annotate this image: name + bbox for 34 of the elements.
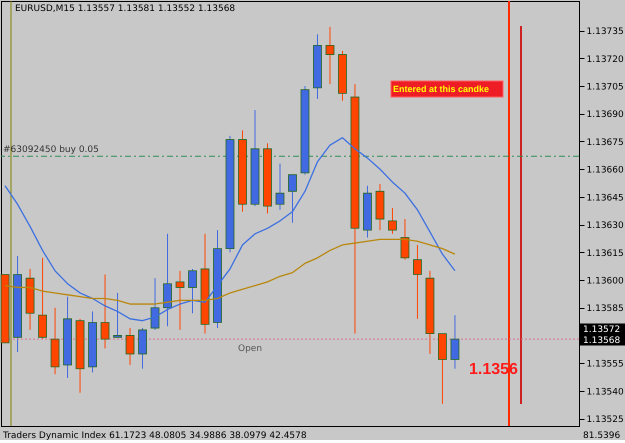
candlestick	[388, 207, 397, 234]
y-tick-label: 1.13690	[586, 110, 624, 120]
candlestick	[450, 314, 460, 370]
y-tick-label: 1.13720	[586, 54, 624, 65]
annotation: Entered at this candke	[393, 84, 490, 94]
candlestick	[276, 163, 284, 210]
y-tick-label: 1.13525	[586, 415, 624, 426]
y-tick-label: 1.13705	[586, 82, 624, 92]
y-tick-label: 1.13645	[586, 193, 624, 204]
y-tick-label: 1.13600	[586, 276, 624, 287]
candlestick	[326, 26, 334, 85]
candlestick	[188, 268, 197, 314]
chart-title: EURUSD,M15 1.13557 1.13581 1.13552 1.13568	[15, 4, 236, 14]
y-tick-label: 1.13615	[586, 248, 624, 259]
ref-line-label: Open	[238, 344, 262, 354]
y-tick-label: 1.13585	[586, 304, 624, 314]
text: 1.13572	[583, 325, 620, 335]
candlestick	[176, 270, 184, 330]
candlestick	[400, 218, 410, 260]
line-series	[4, 238, 456, 305]
text: Traders Dynamic Index 61.1723 48.0805 34.9886 38.0979 42.4578	[2, 431, 307, 441]
y-tick-label: 1.13735	[586, 27, 624, 38]
candlestick	[100, 274, 110, 349]
y-tick-label: 1.13675	[586, 138, 624, 148]
text: 81.5396	[583, 431, 620, 441]
candlestick	[413, 244, 422, 320]
candlestick	[38, 257, 47, 340]
y-tick-label: 1.13555	[586, 360, 624, 370]
y-tick-label: 1.13540	[586, 387, 624, 398]
y-tick-label: 1.13660	[586, 166, 624, 176]
candlestick	[126, 328, 134, 366]
candlestick	[288, 174, 297, 224]
y-tick-label: 1.13630	[586, 221, 624, 232]
text: 1.13568	[583, 336, 620, 346]
